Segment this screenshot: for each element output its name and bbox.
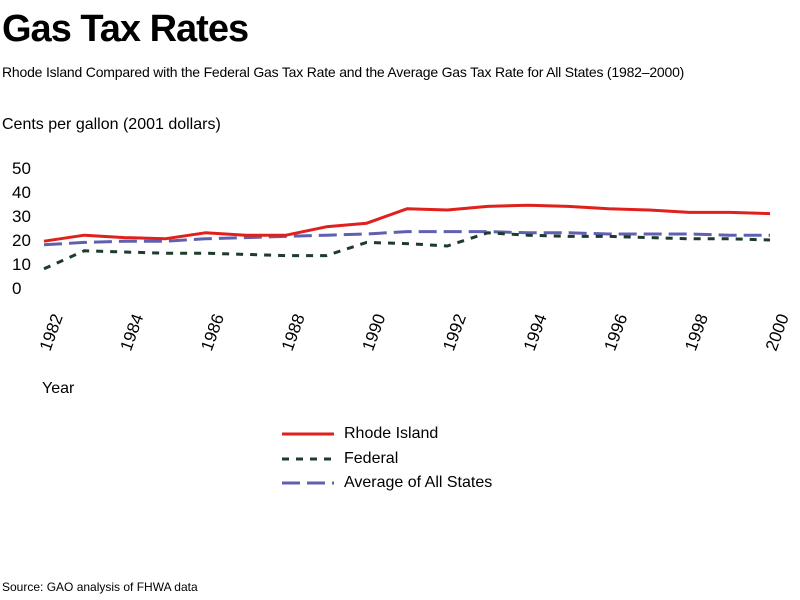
x-axis-label: Year (42, 380, 75, 397)
data-point (42, 239, 46, 243)
data-point (486, 231, 490, 235)
data-point (566, 231, 570, 235)
data-point (566, 234, 570, 238)
data-point (244, 252, 248, 256)
series-line-rhode-island (43, 203, 771, 243)
data-point (768, 212, 772, 216)
data-point (445, 230, 449, 234)
legend-label-average: Average of All States (344, 474, 493, 492)
data-point (728, 233, 732, 237)
y-tick-label: 10 (12, 255, 31, 274)
x-tick-label: 1986 (197, 311, 228, 353)
chart-legend: Rhode Island Federal Average of All Stat… (282, 422, 492, 496)
data-point (728, 237, 732, 241)
legend-swatch-average (282, 481, 334, 485)
legend-swatch-rhode-island (282, 432, 334, 436)
data-point (82, 233, 86, 237)
data-point (526, 203, 530, 207)
data-point (647, 208, 651, 212)
data-point (405, 242, 409, 246)
data-point (82, 249, 86, 253)
data-point (123, 239, 127, 243)
x-tick-label: 1996 (601, 311, 632, 353)
data-point (324, 225, 328, 229)
series-line-average-of-all-states (43, 230, 770, 247)
y-tick-label: 50 (12, 159, 31, 178)
data-point (768, 233, 772, 237)
legend-swatch-federal (282, 457, 334, 461)
x-tick-label: 1990 (359, 311, 390, 353)
legend-label-federal: Federal (344, 449, 399, 467)
data-point (687, 232, 691, 236)
legend-item-rhode-island: Rhode Island (282, 422, 492, 447)
x-tick-label: 1982 (36, 311, 67, 353)
data-point (163, 251, 167, 255)
data-point (365, 240, 369, 244)
data-point (82, 240, 86, 244)
data-point (123, 236, 127, 240)
data-point (647, 236, 651, 240)
y-tick-label: 20 (12, 231, 31, 250)
data-point (203, 231, 207, 235)
data-point (445, 208, 449, 212)
data-point (566, 204, 570, 208)
data-point (365, 232, 369, 236)
data-point (42, 267, 46, 271)
data-point (123, 250, 127, 254)
source-note: Source: GAO analysis of FHWA data (2, 580, 198, 594)
x-tick-label: 1988 (278, 311, 309, 353)
y-tick-label: 40 (12, 183, 31, 202)
y-axis-label: Cents per gallon (2001 dollars) (2, 116, 221, 133)
x-tick-label: 1998 (681, 311, 712, 353)
data-point (365, 221, 369, 225)
data-point (203, 237, 207, 241)
data-point (163, 237, 167, 241)
x-tick-label: 2000 (762, 311, 793, 353)
data-point (526, 233, 530, 237)
data-point (324, 254, 328, 258)
x-tick-label: 1992 (439, 311, 470, 353)
chart-title: Gas Tax Rates (2, 8, 249, 50)
x-tick-label: 1984 (117, 311, 148, 353)
data-point (728, 210, 732, 214)
legend-label-rhode-island: Rhode Island (344, 425, 439, 443)
legend-item-average-of-all-states: Average of All States (282, 471, 492, 496)
data-point (607, 207, 611, 211)
data-point (687, 237, 691, 241)
data-point (284, 233, 288, 237)
data-point (607, 234, 611, 238)
legend-item-federal: Federal (282, 447, 492, 472)
y-tick-label: 30 (12, 207, 31, 226)
data-point (687, 210, 691, 214)
data-point (42, 243, 46, 247)
data-point (647, 232, 651, 236)
data-point (324, 233, 328, 237)
data-point (768, 238, 772, 242)
data-point (405, 207, 409, 211)
series-line-federal (43, 231, 771, 271)
x-tick-label: 1994 (520, 311, 551, 353)
chart-subtitle: Rhode Island Compared with the Federal G… (2, 64, 685, 80)
data-point (244, 233, 248, 237)
data-point (486, 204, 490, 208)
data-point (405, 230, 409, 234)
data-point (445, 244, 449, 248)
data-point (203, 251, 207, 255)
y-tick-label: 0 (12, 279, 21, 298)
data-point (284, 254, 288, 258)
